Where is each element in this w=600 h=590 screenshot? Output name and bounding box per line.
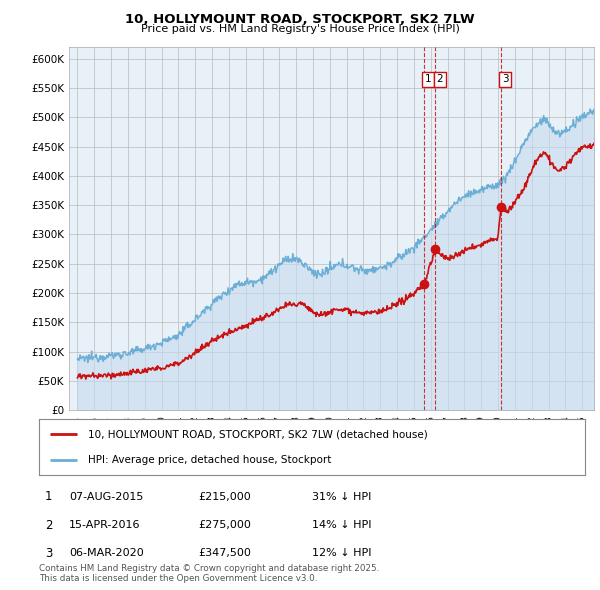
- Text: 07-AUG-2015: 07-AUG-2015: [69, 492, 143, 502]
- Text: £215,000: £215,000: [198, 492, 251, 502]
- Text: 3: 3: [45, 547, 53, 560]
- Text: 10, HOLLYMOUNT ROAD, STOCKPORT, SK2 7LW: 10, HOLLYMOUNT ROAD, STOCKPORT, SK2 7LW: [125, 13, 475, 26]
- Text: 14% ↓ HPI: 14% ↓ HPI: [312, 520, 371, 530]
- Text: Contains HM Land Registry data © Crown copyright and database right 2025.
This d: Contains HM Land Registry data © Crown c…: [39, 563, 379, 583]
- Text: 15-APR-2016: 15-APR-2016: [69, 520, 140, 530]
- Text: 1: 1: [45, 490, 53, 503]
- Text: £275,000: £275,000: [198, 520, 251, 530]
- Text: 1: 1: [425, 74, 431, 84]
- Text: £347,500: £347,500: [198, 549, 251, 558]
- Text: 2: 2: [436, 74, 443, 84]
- Text: 2: 2: [45, 519, 53, 532]
- Text: 3: 3: [502, 74, 508, 84]
- Text: 06-MAR-2020: 06-MAR-2020: [69, 549, 144, 558]
- Text: 31% ↓ HPI: 31% ↓ HPI: [312, 492, 371, 502]
- Text: HPI: Average price, detached house, Stockport: HPI: Average price, detached house, Stoc…: [88, 455, 332, 465]
- Text: 12% ↓ HPI: 12% ↓ HPI: [312, 549, 371, 558]
- Text: Price paid vs. HM Land Registry's House Price Index (HPI): Price paid vs. HM Land Registry's House …: [140, 24, 460, 34]
- Text: 10, HOLLYMOUNT ROAD, STOCKPORT, SK2 7LW (detached house): 10, HOLLYMOUNT ROAD, STOCKPORT, SK2 7LW …: [88, 429, 428, 439]
